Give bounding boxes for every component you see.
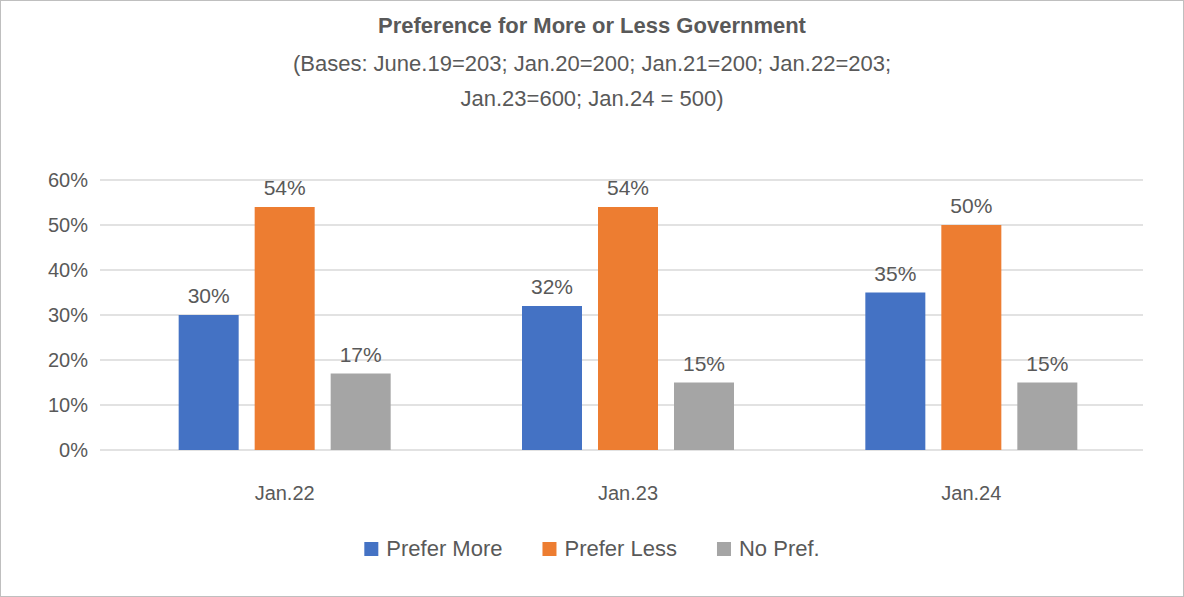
data-label: 54% (607, 176, 649, 199)
subtitle: (Bases: June.19=203; Jan.20=200; Jan.21=… (293, 51, 891, 76)
legend-swatch (717, 542, 731, 556)
bar (865, 293, 925, 451)
y-tick-label: 0% (59, 439, 88, 461)
y-tick-label: 50% (48, 214, 88, 236)
data-label: 50% (950, 194, 992, 217)
bar (179, 315, 239, 450)
legend: Prefer More Prefer Less No Pref. (364, 536, 819, 561)
grid (100, 180, 1143, 450)
y-tick-label: 60% (48, 169, 88, 191)
data-label: 17% (340, 343, 382, 366)
title: Preference for More or Less Government (378, 13, 807, 38)
bar (941, 225, 1001, 450)
y-tick-label: 30% (48, 304, 88, 326)
legend-label: Prefer More (386, 536, 502, 561)
y-tick-label: 40% (48, 259, 88, 281)
bars (179, 207, 1078, 450)
data-label: 15% (683, 352, 725, 375)
bar (1017, 383, 1077, 451)
legend-swatch (364, 542, 378, 556)
bar (331, 374, 391, 451)
bar (598, 207, 658, 450)
data-label: 15% (1026, 352, 1068, 375)
data-label: 54% (264, 176, 306, 199)
x-tick-label: Jan.23 (598, 482, 658, 504)
legend-label: Prefer Less (564, 536, 677, 561)
bar (674, 383, 734, 451)
legend-swatch (542, 542, 556, 556)
data-labels: 30% 32% 35% 54% 54% 50% 17% 15% 15% (188, 176, 1069, 375)
subtitle: Jan.23=600; Jan.24 = 500) (461, 86, 724, 111)
y-tick-label: 20% (48, 349, 88, 371)
data-label: 32% (531, 275, 573, 298)
data-label: 35% (874, 262, 916, 285)
x-tick-label: Jan.24 (941, 482, 1001, 504)
y-tick-label: 10% (48, 394, 88, 416)
chart: Preference for More or Less Government (B… (0, 0, 1184, 597)
legend-label: No Pref. (739, 536, 820, 561)
x-tick-label: Jan.22 (255, 482, 315, 504)
bar (522, 306, 582, 450)
chart-frame (1, 1, 1184, 597)
data-label: 30% (188, 284, 230, 307)
bar (255, 207, 315, 450)
